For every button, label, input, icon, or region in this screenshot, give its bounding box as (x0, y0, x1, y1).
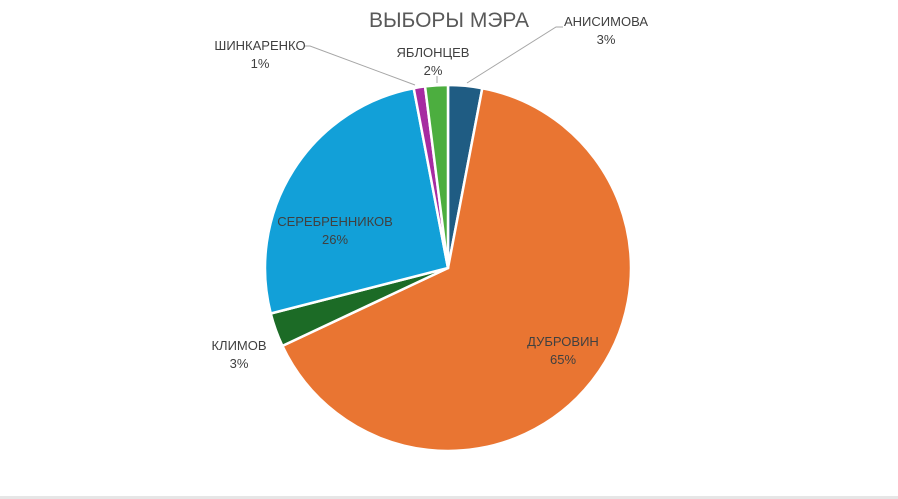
pie-slice-yablontsev (423, 83, 450, 270)
slice-label-dubrovin: ДУБРОВИН (527, 334, 599, 349)
slice-labels: АНИСИМОВА 3% ДУБРОВИН 65% КЛИМОВ 3% СЕРЕБРЕННИ… (211, 14, 648, 371)
pie-slice-serebrennikov (263, 86, 450, 315)
bottom-divider (0, 496, 898, 499)
slice-percent-anisimova: 3% (597, 32, 616, 47)
pie-slices (263, 83, 633, 453)
leader-lines (304, 26, 563, 86)
pie-slice-dubrovin (281, 86, 633, 453)
slice-percent-klimov: 3% (230, 356, 249, 371)
slice-label-anisimova: АНИСИМОВА (564, 14, 648, 29)
slice-percent-yablontsev: 2% (424, 63, 443, 78)
slice-label-shinkarenko: ШИНКАРЕНКО (214, 38, 305, 53)
slice-label-klimov: КЛИМОВ (211, 338, 266, 353)
slice-label-yablontsev: ЯБЛОНЦЕВ (397, 45, 470, 60)
slice-percent-shinkarenko: 1% (251, 56, 270, 71)
leader-line-anisimova (466, 26, 563, 84)
slice-percent-dubrovin: 65% (550, 352, 576, 367)
slice-percent-serebrennikov: 26% (322, 232, 348, 247)
chart-title: ВЫБОРЫ МЭРА (369, 9, 529, 32)
slice-label-serebrennikov: СЕРЕБРЕННИКОВ (277, 214, 393, 229)
leader-line-shinkarenko (304, 45, 416, 86)
